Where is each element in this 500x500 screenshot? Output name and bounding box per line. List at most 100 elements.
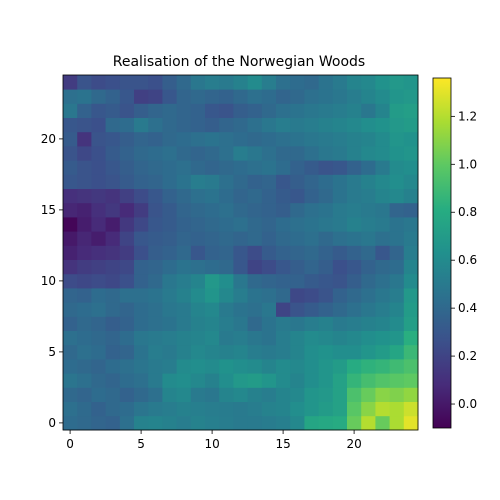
heatmap-cell	[176, 188, 192, 204]
heatmap-cell	[304, 359, 319, 374]
heatmap-cell	[403, 245, 419, 260]
heatmap-cell	[134, 89, 149, 104]
heatmap-cell	[134, 415, 149, 431]
heatmap-cell	[318, 174, 334, 189]
heatmap-cell	[276, 188, 291, 204]
heatmap-cell	[148, 231, 163, 246]
heatmap-cell	[148, 288, 163, 303]
heatmap-cell	[162, 273, 177, 289]
heatmap-cell	[332, 174, 348, 189]
heatmap-cell	[119, 217, 135, 232]
heatmap-cell	[162, 387, 177, 402]
heatmap-cell	[347, 89, 362, 104]
heatmap-cell	[304, 387, 319, 402]
heatmap-cell	[119, 174, 135, 189]
heatmap-cell	[176, 273, 192, 289]
heatmap-cell	[176, 344, 192, 360]
heatmap-cell	[148, 146, 163, 161]
heatmap-cell	[247, 131, 263, 147]
heatmap-cell	[332, 344, 348, 360]
heatmap-cell	[219, 316, 234, 331]
heatmap-cell	[134, 302, 149, 317]
heatmap-cell	[332, 75, 348, 90]
heatmap-cell	[290, 75, 305, 90]
heatmap-cell	[318, 117, 334, 133]
heatmap-cell	[176, 415, 192, 431]
heatmap-cell	[205, 401, 220, 417]
heatmap-cell	[190, 273, 206, 289]
heatmap-cell	[247, 231, 263, 246]
heatmap-cell	[63, 330, 78, 346]
heatmap-cell	[276, 415, 291, 431]
heatmap-cell	[190, 302, 206, 317]
heatmap-cell	[205, 217, 220, 232]
heatmap-cell	[190, 231, 206, 246]
heatmap-cell	[375, 174, 390, 189]
heatmap-cell	[375, 373, 390, 388]
chart-title: Realisation of the Norwegian Woods	[113, 54, 365, 70]
heatmap-cell	[233, 359, 248, 374]
heatmap-cell	[389, 288, 405, 303]
heatmap-cell	[389, 259, 405, 275]
heatmap-cell	[119, 330, 135, 346]
heatmap-cell	[77, 103, 92, 118]
heatmap-cell	[247, 330, 263, 346]
heatmap-cell	[375, 245, 390, 260]
heatmap-cell	[105, 174, 121, 189]
heatmap-cell	[290, 288, 305, 303]
heatmap-cell	[389, 302, 405, 317]
x-tick-label: 5	[137, 437, 145, 451]
heatmap-cell	[332, 288, 348, 303]
heatmap-cell	[290, 316, 305, 331]
heatmap-cell	[162, 146, 177, 161]
heatmap-cell	[91, 89, 106, 104]
heatmap-cell	[318, 231, 334, 246]
heatmap-cell	[77, 330, 92, 346]
heatmap-cell	[148, 344, 163, 360]
heatmap-cell	[77, 131, 92, 147]
colorbar-tick-label: 1.0	[458, 157, 477, 171]
heatmap-cell	[403, 160, 419, 175]
heatmap-cell	[304, 75, 319, 90]
heatmap-cell	[304, 316, 319, 331]
heatmap-cell	[247, 75, 263, 90]
heatmap-cell	[205, 174, 220, 189]
heatmap-cell	[148, 217, 163, 232]
heatmap-cell	[290, 146, 305, 161]
heatmap-cell	[134, 146, 149, 161]
heatmap-cell	[375, 146, 390, 161]
heatmap-cell	[105, 401, 121, 417]
heatmap-cell	[261, 387, 277, 402]
heatmap-cell	[290, 217, 305, 232]
heatmap-cell	[219, 217, 234, 232]
heatmap-cell	[318, 330, 334, 346]
heatmap-cell	[233, 401, 248, 417]
heatmap-cell	[119, 401, 135, 417]
y-tick-label: 0	[48, 416, 56, 430]
heatmap-cell	[261, 259, 277, 275]
heatmap-cell	[332, 373, 348, 388]
heatmap-cell	[261, 245, 277, 260]
heatmap-cell	[134, 131, 149, 147]
heatmap-cell	[233, 202, 248, 218]
heatmap-cell	[134, 231, 149, 246]
heatmap-cell	[162, 373, 177, 388]
heatmap-cell	[134, 401, 149, 417]
heatmap-cell	[361, 89, 376, 104]
heatmap-cell	[162, 174, 177, 189]
heatmap-cell	[247, 401, 263, 417]
heatmap-cell	[247, 174, 263, 189]
heatmap-cell	[105, 387, 121, 402]
heatmap-cell	[403, 89, 419, 104]
heatmap-cell	[261, 146, 277, 161]
heatmap-cell	[148, 174, 163, 189]
heatmap-cell	[105, 245, 121, 260]
heatmap-cell	[361, 401, 376, 417]
heatmap-cell	[63, 89, 78, 104]
heatmap-cell	[290, 103, 305, 118]
heatmap-cell	[219, 344, 234, 360]
heatmap-cell	[276, 330, 291, 346]
heatmap-cell	[219, 188, 234, 204]
heatmap-cell	[276, 302, 291, 317]
heatmap-cell	[318, 146, 334, 161]
